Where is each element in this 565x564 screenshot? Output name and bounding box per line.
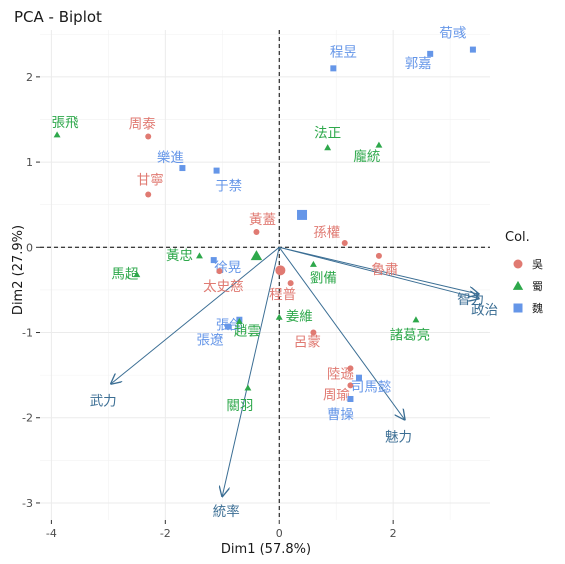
- group-centroid: [275, 265, 286, 276]
- y-tick-label: -2: [22, 412, 33, 425]
- x-tick-label: 0: [276, 527, 283, 540]
- data-point: [412, 316, 420, 323]
- data-point-label: 諸葛亮: [390, 327, 431, 344]
- y-tick-label: 2: [26, 71, 33, 84]
- data-point-label: 龐統: [353, 148, 380, 165]
- data-point-label: 姜維: [286, 309, 313, 325]
- legend-key: [513, 303, 523, 313]
- data-point: [216, 268, 223, 275]
- data-point: [133, 271, 141, 278]
- data-point-label: 馬超: [111, 267, 138, 283]
- data-point-label: 周泰: [129, 117, 156, 133]
- x-tick-label: -2: [160, 527, 171, 540]
- data-point: [275, 313, 283, 320]
- data-point-label: 甘寧: [137, 171, 164, 188]
- y-tick-label: 0: [26, 241, 33, 254]
- group-centroid: [297, 209, 308, 220]
- data-point-label: 荀彧: [439, 26, 466, 42]
- data-point: [341, 240, 348, 247]
- data-point-label: 郭嘉: [405, 55, 432, 72]
- data-point-label: 黃忠: [166, 248, 193, 264]
- y-tick-label: 1: [26, 156, 33, 169]
- variable-arrow: [278, 247, 404, 419]
- data-point-label: 程昱: [330, 44, 357, 60]
- data-point: [235, 317, 243, 325]
- data-point-label: 關羽: [226, 398, 253, 414]
- legend-title: Col.: [505, 230, 530, 245]
- data-point-label: 陸遜: [327, 366, 354, 382]
- data-point: [53, 131, 61, 138]
- legend-key: [513, 259, 523, 269]
- data-point-label: 張飛: [52, 115, 79, 131]
- data-point: [309, 260, 317, 267]
- x-axis-title: Dim1 (57.8%): [221, 542, 311, 557]
- data-point: [347, 365, 354, 372]
- data-point-label: 法正: [314, 126, 341, 142]
- data-point-label: 劉備: [310, 270, 337, 286]
- data-point-label: 程普: [269, 287, 296, 303]
- data-point: [253, 228, 260, 235]
- data-point: [375, 141, 383, 148]
- data-point-label: 司馬懿: [351, 380, 392, 396]
- data-point: [427, 50, 434, 57]
- legend-key: [512, 280, 524, 290]
- chart-title: PCA - Biplot: [14, 8, 102, 26]
- data-point: [347, 382, 354, 389]
- data-point: [355, 374, 362, 381]
- data-point: [330, 65, 337, 72]
- legend-label: 魏: [532, 301, 543, 315]
- data-point: [224, 323, 231, 330]
- legend: Col. 吳蜀魏: [505, 230, 543, 315]
- data-point-label: 呂蒙: [294, 335, 321, 351]
- y-axis-title: Dim2 (27.9%): [11, 225, 26, 315]
- data-point: [145, 133, 152, 140]
- variable-label: 政治: [471, 302, 498, 318]
- data-point-label: 周瑜: [323, 387, 350, 403]
- data-point: [213, 167, 220, 174]
- data-point-label: 張遼: [196, 333, 223, 349]
- data-point: [210, 257, 217, 264]
- legend-label: 吳: [532, 258, 543, 271]
- x-tick-label: -4: [46, 527, 57, 540]
- y-tick-label: -1: [22, 327, 33, 340]
- variable-label: 統率: [213, 503, 240, 520]
- data-point: [310, 329, 317, 336]
- data-point-label: 樂進: [157, 149, 184, 166]
- data-point: [375, 252, 382, 259]
- data-point: [469, 46, 476, 53]
- data-point: [179, 165, 186, 172]
- data-point-label: 曹操: [327, 407, 354, 423]
- group-centroid: [250, 250, 263, 261]
- data-point: [347, 395, 354, 402]
- variable-label: 魅力: [385, 429, 412, 445]
- x-tick-label: 2: [390, 527, 397, 540]
- data-point-label: 太史慈: [203, 279, 244, 295]
- data-point-label: 黃蓋: [249, 212, 276, 228]
- data-point: [145, 191, 152, 198]
- variable-label: 武力: [90, 394, 117, 410]
- variable-arrow: [279, 246, 478, 298]
- data-point-label: 孫權: [313, 225, 340, 241]
- data-point-label: 趙雲: [234, 323, 261, 339]
- data-point: [324, 144, 332, 151]
- variable-arrow: [111, 246, 280, 383]
- data-point-label: 魯肅: [371, 262, 398, 278]
- variable-arrow: [222, 247, 280, 496]
- data-point: [244, 384, 252, 391]
- variable-arrow: [279, 246, 478, 294]
- data-point-label: 于禁: [215, 179, 242, 195]
- data-point: [287, 280, 294, 287]
- y-tick-label: -3: [22, 497, 33, 510]
- legend-label: 蜀: [532, 280, 543, 293]
- data-point: [196, 252, 203, 259]
